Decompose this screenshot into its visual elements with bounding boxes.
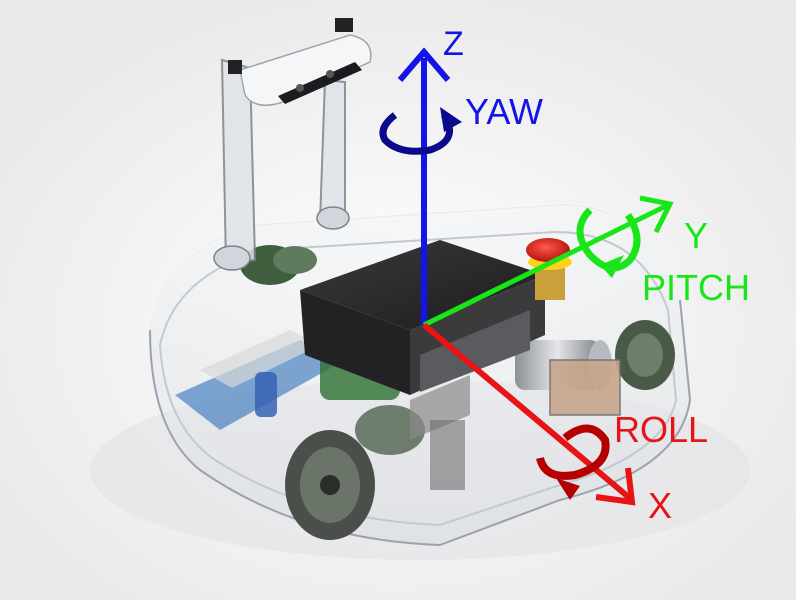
x-axis — [422, 322, 636, 506]
wheel-front-left — [285, 430, 375, 540]
roll-rotation-arrow — [536, 424, 610, 500]
axes-group — [379, 47, 674, 506]
robot-base-illustration — [148, 18, 692, 547]
pitch-label: PITCH — [642, 267, 750, 308]
yaw-rotation-arrow — [379, 107, 462, 155]
depth-camera-illustration — [228, 18, 372, 106]
roll-label: ROLL — [614, 409, 708, 450]
z-axis — [397, 47, 451, 325]
yaw-label: YAW — [465, 91, 543, 132]
compute-box — [300, 240, 545, 395]
x-axis-label: X — [648, 485, 672, 526]
motor-right — [515, 340, 621, 416]
camera-mount — [213, 58, 350, 271]
z-axis-label: Z — [443, 25, 464, 63]
wheel-front-right — [615, 320, 675, 390]
y-axis-label: Y — [684, 215, 708, 256]
y-axis — [422, 195, 674, 328]
pitch-rotation-arrow — [576, 207, 641, 278]
